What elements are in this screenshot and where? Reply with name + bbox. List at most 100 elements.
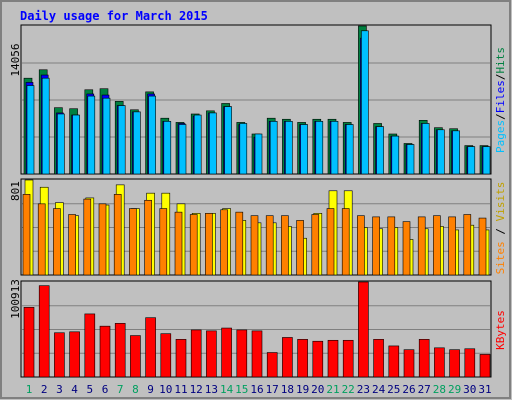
bar-kbytes-16 [251,330,263,378]
kbytes-ymax-label: 100913 [9,279,22,319]
day-label-29: 29 [448,383,461,396]
bar-kbytes-11 [175,339,187,378]
bar-pages-16 [254,133,263,175]
day-label-5: 5 [86,383,93,396]
bar-pages-17 [269,121,278,175]
bar-kbytes-28 [434,347,445,378]
bar-sites-22 [341,208,350,276]
bar-pages-18 [285,121,293,175]
bar-kbytes-17 [266,352,278,378]
bar-sites-8 [129,208,137,276]
bar-kbytes-27 [418,339,430,378]
bar-pages-31 [482,146,491,175]
bar-kbytes-14 [221,327,232,378]
bar-kbytes-5 [84,313,96,378]
bar-sites-7 [113,194,122,276]
bar-kbytes-2 [38,285,50,378]
bar-sites-23 [357,215,365,276]
bar-pages-8 [133,111,141,175]
day-label-25: 25 [387,383,400,396]
bar-kbytes-8 [130,335,141,378]
bar-kbytes-9 [145,317,156,378]
day-label-11: 11 [174,383,187,396]
bar-pages-23 [361,30,369,175]
day-label-28: 28 [433,383,446,396]
bar-kbytes-31 [479,354,491,378]
bar-kbytes-26 [403,349,415,378]
day-label-8: 8 [132,383,139,396]
bar-pages-30 [467,146,476,175]
bar-pages-4 [72,114,80,175]
bar-kbytes-7 [114,323,126,378]
bar-pages-14 [224,106,232,175]
bar-pages-21 [330,121,339,175]
day-label-22: 22 [342,383,355,396]
day-label-6: 6 [102,383,109,396]
bar-sites-15 [235,211,244,276]
day-label-18: 18 [281,383,294,396]
day-label-10: 10 [159,383,172,396]
bar-pages-26 [406,144,415,175]
bar-pages-24 [376,126,384,175]
bar-sites-27 [417,216,426,276]
day-label-27: 27 [418,383,431,396]
bar-sites-16 [250,215,259,276]
legend-hits: Hits [494,47,507,74]
legend-kbytes: KBytes [494,310,507,350]
bar-pages-19 [300,124,308,175]
bar-kbytes-21 [327,339,339,378]
bar-pages-2 [41,77,50,175]
right-axis-legend-top: Pages/Files/Hits [494,47,507,153]
bar-sites-28 [433,215,441,276]
bar-kbytes-23 [358,281,369,378]
bar-sites-30 [463,214,472,276]
bar-kbytes-10 [160,333,172,378]
bar-sites-31 [478,217,487,276]
bar-pages-5 [87,95,96,175]
bar-pages-11 [178,124,187,175]
bar-pages-3 [57,113,65,175]
bar-kbytes-12 [190,329,202,378]
bar-sites-13 [205,213,213,276]
bar-kbytes-19 [297,339,308,378]
visits-ymax-label: 801 [9,181,22,201]
bar-kbytes-18 [282,337,293,378]
day-label-1: 1 [26,383,33,396]
day-label-17: 17 [266,383,279,396]
bar-pages-7 [117,105,126,175]
bar-pages-15 [239,123,248,175]
bar-sites-3 [53,208,61,276]
bar-sites-2 [37,203,46,276]
day-label-14: 14 [220,383,234,396]
bar-sites-10 [159,208,168,276]
bar-pages-13 [209,112,217,175]
bar-sites-25 [387,216,396,276]
bar-pages-1 [26,85,35,175]
bar-kbytes-30 [464,348,476,378]
bar-pages-6 [102,97,111,175]
bar-kbytes-29 [449,349,460,378]
bar-kbytes-1 [23,307,35,378]
bar-kbytes-22 [342,339,354,378]
bar-sites-14 [220,209,228,276]
bar-kbytes-25 [388,345,400,378]
bar-kbytes-20 [312,340,324,378]
bars [22,25,491,378]
bar-pages-22 [345,124,354,175]
bar-sites-4 [68,214,76,276]
day-label-26: 26 [402,383,415,396]
bar-pages-27 [421,123,430,175]
legend-files: Files [494,80,507,113]
bar-kbytes-15 [236,329,248,378]
bar-kbytes-6 [99,325,111,378]
legend-visits: Visits [494,182,507,222]
bar-pages-20 [315,121,324,175]
day-label-24: 24 [372,383,386,396]
day-label-15: 15 [235,383,248,396]
day-label-21: 21 [326,383,339,396]
bar-sites-24 [372,216,380,276]
day-label-30: 30 [463,383,476,396]
bar-sites-21 [326,208,335,276]
